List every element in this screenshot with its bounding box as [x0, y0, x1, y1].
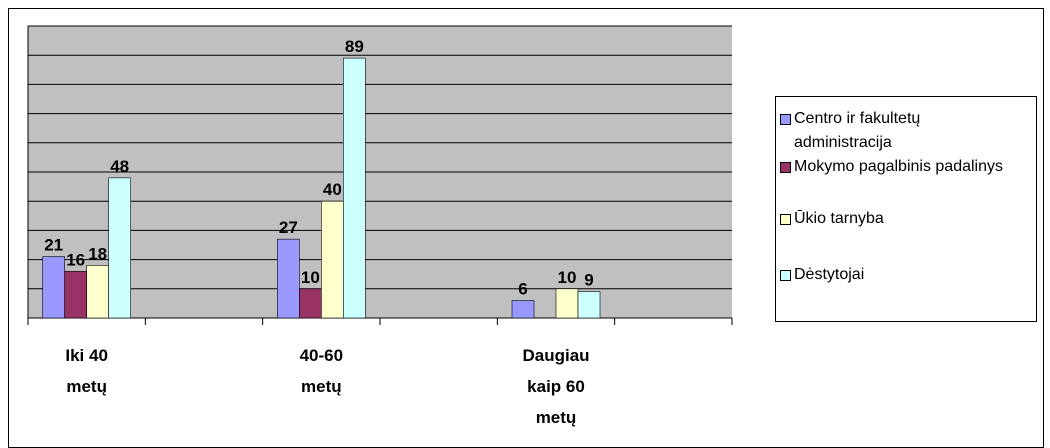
bar: [511, 300, 535, 319]
legend-label: Dėstytojai: [794, 266, 865, 283]
data-label: 9: [584, 271, 593, 290]
page: {"chart_data": {"type": "bar", "categori…: [8, 8, 1044, 448]
bar: [321, 200, 344, 319]
data-label: 10: [301, 268, 320, 287]
bar: [86, 265, 109, 319]
x-tick-label: Iki 40 metų: [65, 346, 108, 396]
legend-swatch: [780, 214, 791, 225]
bar: [343, 57, 366, 319]
bar: [277, 238, 300, 319]
bar: [555, 288, 579, 319]
legend-swatch: [780, 270, 791, 281]
bar: [299, 288, 322, 319]
legend: Centro ir fakultetų administracija Mokymo…: [775, 96, 1037, 322]
bar: [577, 291, 601, 319]
data-label: 89: [345, 37, 364, 56]
x-tick-label: Daugiau kaip 60 metų: [522, 346, 590, 427]
bar: [42, 256, 65, 319]
legend-label: Ūkio tarnyba: [794, 210, 884, 227]
legend-label: Centro ir fakultetų administracija: [794, 110, 921, 151]
data-label: 6: [518, 279, 527, 298]
data-label: 40: [323, 180, 342, 199]
bar: [64, 270, 87, 319]
data-label: 27: [279, 218, 298, 237]
data-label: 21: [44, 236, 63, 255]
x-tick-label: 40-60 metų: [299, 346, 344, 396]
data-label: 10: [558, 268, 577, 287]
bar: [108, 177, 131, 319]
legend-swatch: [780, 162, 791, 173]
data-label: 16: [66, 250, 85, 269]
data-label: 48: [110, 157, 129, 176]
legend-swatch: [780, 114, 791, 125]
legend-label: Mokymo pagalbinis padalinys: [794, 158, 1003, 175]
data-label: 18: [88, 244, 107, 263]
